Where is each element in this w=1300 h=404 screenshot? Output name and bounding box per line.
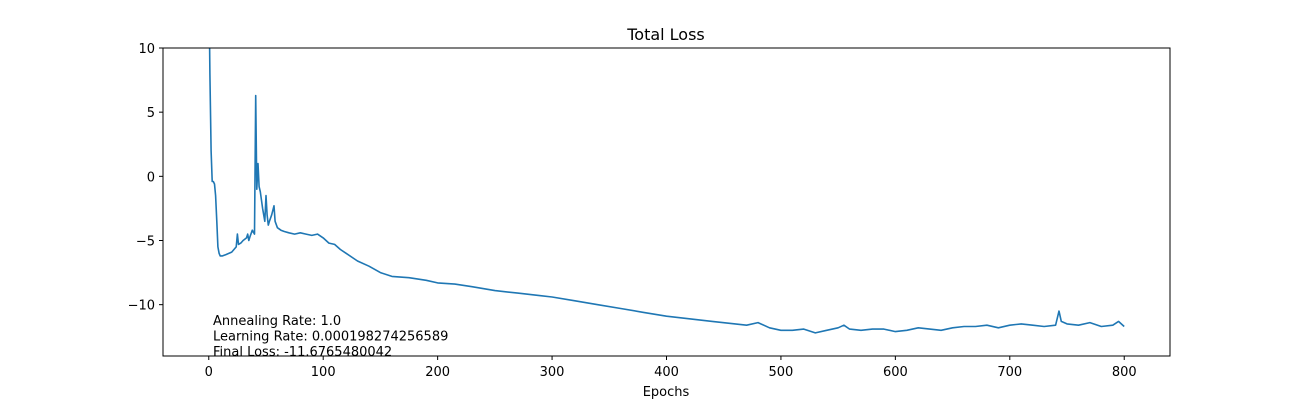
plot-frame (162, 47, 1171, 357)
annotation-annealing-rate: Annealing Rate: 1.0 (213, 314, 341, 329)
y-tick-label: −10 (128, 299, 155, 314)
x-axis: 0 100 200 300 400 500 600 700 800 (205, 356, 1137, 380)
annotation-final-loss: Final Loss: -11.6765480042 (213, 345, 392, 360)
plot-area (208, 48, 1125, 334)
annotation-learning-rate: Learning Rate: 0.000198274256589 (213, 330, 448, 345)
series-line-total-loss (208, 48, 1125, 334)
x-tick-label: 400 (654, 365, 679, 380)
x-tick-label: 100 (311, 365, 336, 380)
y-tick-label: 0 (147, 170, 155, 185)
x-tick-label: 200 (425, 365, 450, 380)
x-tick-label: 800 (1112, 365, 1137, 380)
x-tick-label: 700 (997, 365, 1022, 380)
y-tick-label: −5 (136, 235, 155, 250)
x-tick-label: 0 (205, 365, 213, 380)
x-tick-label: 300 (540, 365, 565, 380)
y-tick-label: 5 (147, 106, 155, 121)
x-axis-label: Epochs (643, 385, 690, 400)
x-tick-label: 600 (883, 365, 908, 380)
y-tick-label: 10 (138, 42, 155, 57)
x-tick-label: 500 (769, 365, 794, 380)
y-axis: −10 −5 0 5 10 (128, 42, 163, 314)
chart-title: Total Loss (626, 25, 705, 44)
